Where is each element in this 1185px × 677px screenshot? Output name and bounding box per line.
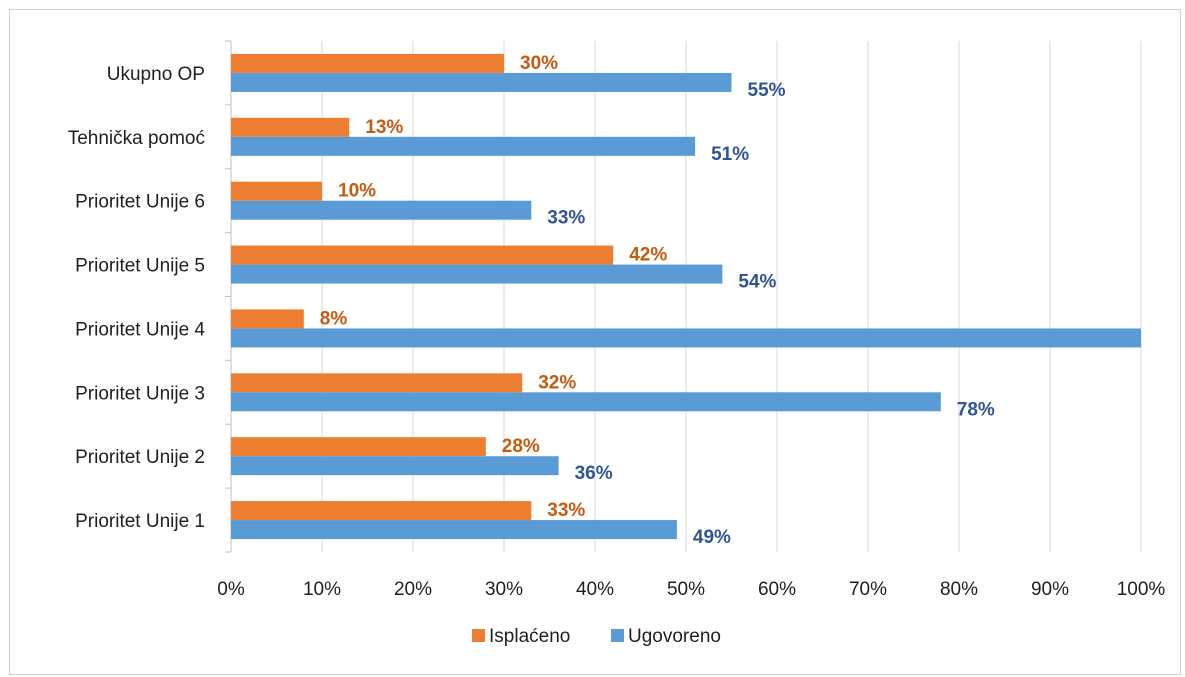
data-label-ugovoreno: 55% bbox=[748, 80, 786, 101]
data-label-ugovoreno: 51% bbox=[711, 144, 749, 165]
x-tick-label: 20% bbox=[394, 579, 432, 600]
data-label-isplaceno: 8% bbox=[320, 308, 348, 329]
bar-isplaceno bbox=[231, 437, 486, 457]
chart-frame bbox=[9, 9, 1181, 675]
legend-label: Ugovoreno bbox=[628, 626, 721, 647]
x-tick-label: 60% bbox=[758, 579, 796, 600]
category-label: Tehnička pomoć bbox=[68, 128, 205, 149]
x-tick-label: 90% bbox=[1031, 579, 1069, 600]
bar-ugovoreno bbox=[231, 328, 1141, 348]
bar-isplaceno bbox=[231, 309, 304, 329]
data-label-isplaceno: 32% bbox=[538, 372, 576, 393]
x-tick-label: 30% bbox=[485, 579, 523, 600]
bar-isplaceno bbox=[231, 501, 532, 521]
data-label-ugovoreno: 54% bbox=[738, 272, 776, 293]
category-label: Prioritet Unije 1 bbox=[75, 511, 205, 532]
data-label-isplaceno: 33% bbox=[547, 500, 585, 521]
x-tick-label: 0% bbox=[217, 579, 245, 600]
legend-label: Isplaćeno bbox=[489, 626, 570, 647]
bar-isplaceno bbox=[231, 53, 504, 73]
bar-ugovoreno bbox=[231, 136, 696, 156]
category-label: Prioritet Unije 6 bbox=[75, 192, 205, 213]
bar-ugovoreno bbox=[231, 72, 732, 92]
x-tick-label: 100% bbox=[1117, 579, 1166, 600]
bar-ugovoreno bbox=[231, 456, 559, 476]
bar-ugovoreno bbox=[231, 392, 941, 412]
x-tick-label: 40% bbox=[576, 579, 614, 600]
data-label-isplaceno: 13% bbox=[365, 117, 403, 138]
x-tick-label: 50% bbox=[667, 579, 705, 600]
data-label-ugovoreno: 49% bbox=[693, 527, 731, 548]
category-label: Prioritet Unije 4 bbox=[75, 319, 205, 340]
category-label: Prioritet Unije 2 bbox=[75, 447, 205, 468]
bar-ugovoreno bbox=[231, 264, 723, 284]
data-label-isplaceno: 42% bbox=[629, 245, 667, 266]
data-label-ugovoreno: 33% bbox=[547, 208, 585, 229]
data-label-isplaceno: 30% bbox=[520, 53, 558, 74]
x-tick-label: 10% bbox=[303, 579, 341, 600]
x-tick-label: 80% bbox=[940, 579, 978, 600]
legend-swatch bbox=[472, 629, 485, 642]
category-label: Prioritet Unije 5 bbox=[75, 256, 205, 277]
data-label-ugovoreno: 78% bbox=[957, 399, 995, 420]
bar-isplaceno bbox=[231, 373, 523, 393]
bar-ugovoreno bbox=[231, 200, 532, 220]
category-label: Ukupno OP bbox=[107, 64, 205, 85]
bar-isplaceno bbox=[231, 245, 614, 265]
data-label-ugovoreno: 36% bbox=[575, 463, 613, 484]
bar-isplaceno bbox=[231, 181, 322, 201]
category-label: Prioritet Unije 3 bbox=[75, 383, 205, 404]
bar-isplaceno bbox=[231, 117, 350, 137]
bar-ugovoreno bbox=[231, 520, 677, 540]
data-label-isplaceno: 28% bbox=[502, 436, 540, 457]
x-tick-label: 70% bbox=[849, 579, 887, 600]
data-label-isplaceno: 10% bbox=[338, 181, 376, 202]
legend-swatch bbox=[611, 629, 624, 642]
